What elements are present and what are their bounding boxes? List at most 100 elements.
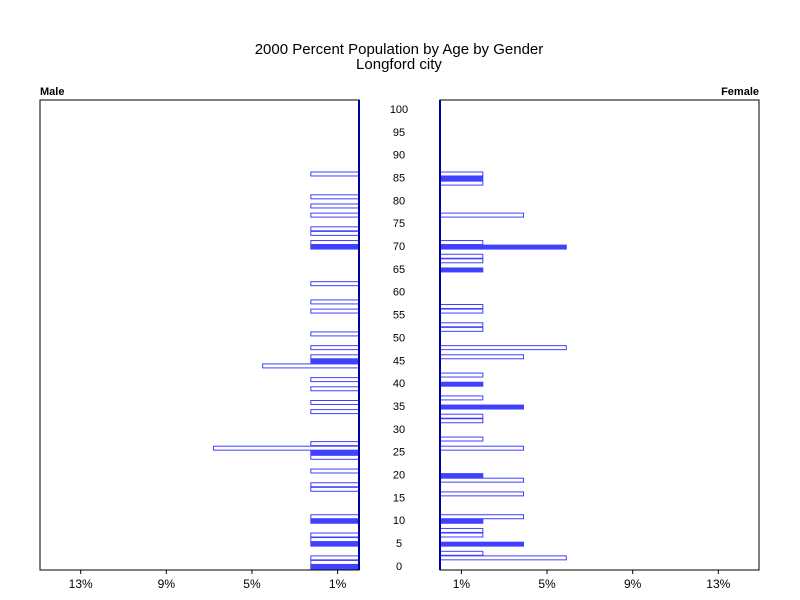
x-tick-label: 1% xyxy=(453,577,471,591)
chart-subtitle: Longford city xyxy=(356,56,442,73)
bar xyxy=(310,226,360,232)
bar xyxy=(310,244,360,250)
bar xyxy=(310,555,360,561)
age-label: 15 xyxy=(393,492,405,504)
bar xyxy=(439,532,484,538)
bar xyxy=(310,212,360,218)
age-label: 80 xyxy=(393,195,405,207)
bar xyxy=(310,377,360,383)
age-label: 30 xyxy=(393,424,405,436)
bar xyxy=(310,518,360,524)
bar xyxy=(439,326,484,332)
age-label: 55 xyxy=(393,310,405,322)
bar xyxy=(310,541,360,547)
age-label: 35 xyxy=(393,401,405,413)
bar xyxy=(310,345,360,351)
age-label: 70 xyxy=(393,241,405,253)
bar xyxy=(439,267,484,273)
bar xyxy=(310,450,360,456)
bar xyxy=(439,372,484,378)
bar xyxy=(439,176,484,182)
bar xyxy=(310,399,360,405)
bar xyxy=(310,331,360,337)
chart-title: 2000 Percent Population by Age by Gender xyxy=(255,41,544,58)
bar xyxy=(439,436,484,442)
bar xyxy=(439,180,484,186)
panel-label: Female xyxy=(721,86,759,98)
bar xyxy=(439,381,484,387)
bar xyxy=(310,308,360,314)
age-label: 40 xyxy=(393,378,405,390)
bar xyxy=(439,244,567,250)
bar xyxy=(439,541,524,547)
bar xyxy=(439,304,484,309)
bar xyxy=(439,354,524,360)
x-tick-label: 13% xyxy=(69,577,93,591)
bar xyxy=(310,194,360,200)
panel-frame xyxy=(439,99,760,571)
bar xyxy=(439,477,524,483)
age-label: 100 xyxy=(390,104,408,116)
x-tick-label: 9% xyxy=(624,577,642,591)
x-tick-label: 9% xyxy=(158,577,176,591)
bar xyxy=(310,564,360,570)
x-tick-label: 13% xyxy=(706,577,730,591)
age-label: 25 xyxy=(393,447,405,459)
bar xyxy=(439,258,484,264)
bar xyxy=(310,171,360,177)
bar xyxy=(310,409,360,415)
bar xyxy=(439,413,484,419)
bar xyxy=(439,345,567,351)
bar xyxy=(310,482,360,488)
bar xyxy=(310,358,360,364)
age-label: 0 xyxy=(396,561,402,573)
bar xyxy=(310,537,360,543)
bar xyxy=(310,203,360,209)
bar xyxy=(310,486,360,492)
bar xyxy=(310,240,360,246)
bar xyxy=(310,281,360,287)
age-label: 95 xyxy=(393,127,405,139)
bar xyxy=(310,386,360,392)
x-tick-label: 5% xyxy=(243,577,261,591)
bar xyxy=(439,240,484,246)
bar xyxy=(310,514,360,520)
bar xyxy=(439,518,484,524)
panel-label: Male xyxy=(40,86,64,98)
bar xyxy=(439,308,484,314)
bar xyxy=(439,322,484,328)
age-label: 65 xyxy=(393,264,405,276)
bar xyxy=(262,363,360,369)
bar xyxy=(439,555,567,561)
bar xyxy=(439,171,484,177)
bar xyxy=(439,491,524,497)
bar xyxy=(439,550,484,556)
bar xyxy=(439,445,524,451)
age-label: 50 xyxy=(393,332,405,344)
bar xyxy=(439,253,484,259)
bar xyxy=(310,441,360,447)
bar xyxy=(310,230,360,236)
bar xyxy=(310,559,360,565)
bar xyxy=(310,468,360,474)
bar xyxy=(439,418,484,424)
bar xyxy=(439,514,524,520)
bar xyxy=(439,527,484,533)
age-label: 85 xyxy=(393,172,405,184)
bar xyxy=(310,454,360,460)
bar xyxy=(439,404,524,410)
bar xyxy=(439,473,484,479)
age-label: 60 xyxy=(393,287,405,299)
age-label: 90 xyxy=(393,150,405,162)
age-label: 10 xyxy=(393,515,405,527)
bar xyxy=(310,299,360,305)
age-label: 75 xyxy=(393,218,405,230)
bar xyxy=(439,395,484,401)
bar xyxy=(310,532,360,538)
bar xyxy=(439,212,524,218)
x-tick-label: 5% xyxy=(538,577,556,591)
x-tick-label: 1% xyxy=(329,577,347,591)
age-label: 45 xyxy=(393,355,405,367)
bar xyxy=(310,354,360,360)
